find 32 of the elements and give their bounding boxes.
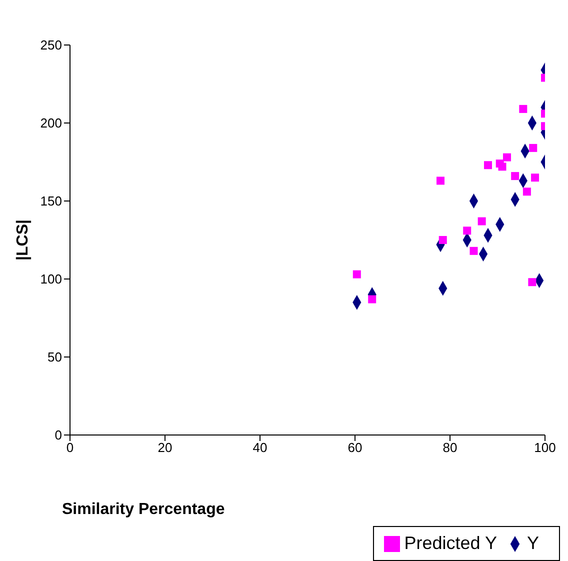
y-tick-label: 250	[40, 38, 62, 53]
y-tick-label: 200	[40, 116, 62, 131]
point	[438, 236, 447, 244]
x-tick-label: 0	[66, 440, 74, 456]
point	[463, 226, 472, 235]
point	[368, 295, 376, 304]
x-tick-label: 20	[158, 440, 172, 456]
legend-label: Y	[526, 533, 539, 553]
y-axis-title: |LCS|	[14, 220, 32, 260]
point	[519, 104, 528, 113]
legend-label: Predicted Y	[404, 533, 497, 553]
point	[498, 162, 506, 171]
y-tick-label: 50	[48, 350, 62, 365]
x-tick-label: 60	[348, 440, 362, 456]
x-tick-label: 80	[442, 440, 458, 456]
x-axis-title: Similarity Percentage	[62, 501, 225, 518]
point	[503, 153, 511, 162]
point	[522, 188, 531, 196]
y-tick-label: 150	[40, 194, 62, 209]
point	[478, 217, 486, 226]
point	[531, 174, 540, 182]
point	[484, 161, 492, 170]
x-tick-label: 40	[252, 440, 268, 456]
point	[511, 172, 520, 180]
point	[528, 278, 536, 286]
point	[436, 176, 444, 185]
point	[470, 246, 478, 255]
point	[529, 144, 538, 152]
y-tick-label: 0	[54, 428, 62, 443]
point	[352, 270, 361, 278]
x-tick-label: 100	[534, 440, 556, 456]
y-tick-label: 100	[40, 272, 62, 287]
